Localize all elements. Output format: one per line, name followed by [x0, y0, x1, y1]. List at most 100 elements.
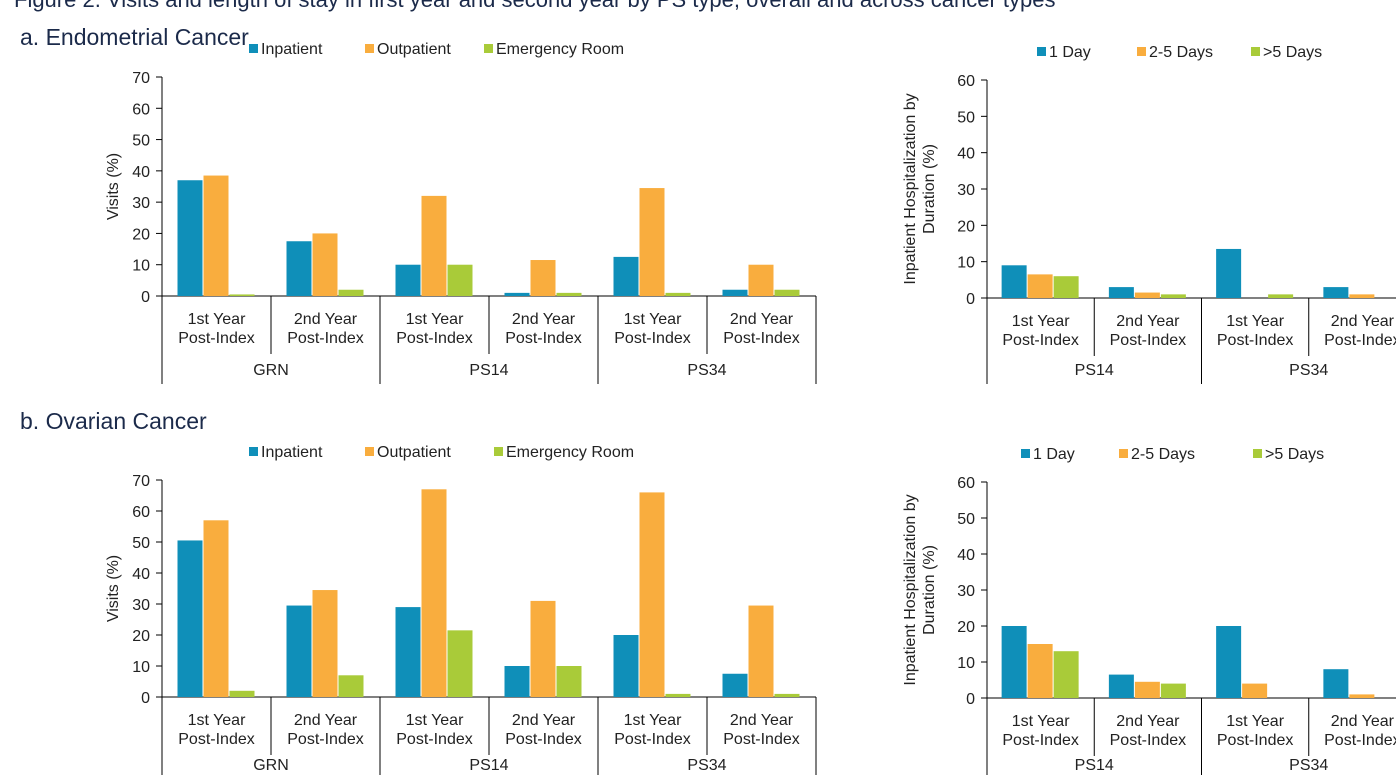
- x-category-label-line2: Post-Index: [1217, 332, 1293, 349]
- x-category-label-line2: Post-Index: [1324, 732, 1396, 749]
- bar: [1001, 265, 1027, 298]
- bar: [556, 666, 582, 697]
- legend-label: Inpatient: [261, 444, 323, 461]
- legend-swatch: [249, 447, 258, 456]
- x-category-label-line1: 1st Year: [406, 712, 465, 729]
- x-category-label-line2: Post-Index: [1110, 732, 1186, 749]
- legend-label: Emergency Room: [496, 41, 624, 58]
- y-tick-label: 60: [957, 475, 975, 492]
- y-tick-label: 40: [957, 146, 975, 163]
- x-category-label-line2: Post-Index: [505, 731, 581, 748]
- bar: [395, 607, 421, 697]
- legend-swatch: [494, 447, 503, 456]
- x-category-label-line2: Post-Index: [614, 731, 690, 748]
- bar: [1160, 683, 1186, 698]
- y-tick-label: 30: [132, 597, 150, 614]
- y-tick-label: 20: [132, 226, 150, 243]
- x-category-label-line2: Post-Index: [723, 330, 799, 347]
- x-group-label: PS14: [1075, 362, 1114, 379]
- y-tick-label: 20: [957, 218, 975, 235]
- x-category-label-line2: Post-Index: [1324, 332, 1396, 349]
- y-tick-label: 60: [132, 504, 150, 521]
- bar: [338, 675, 364, 697]
- x-category-label-line1: 2nd Year: [294, 311, 358, 328]
- x-group-label: GRN: [253, 757, 289, 774]
- bar: [530, 260, 556, 296]
- section-title-ovarian: b. Ovarian Cancer: [20, 408, 207, 434]
- x-category-label-line1: 2nd Year: [1331, 313, 1395, 330]
- y-tick-label: 60: [132, 101, 150, 118]
- y-axis-title-line: Duration (%): [921, 144, 938, 234]
- x-category-label-line1: 2nd Year: [512, 712, 576, 729]
- y-axis-title: Visits (%): [105, 555, 122, 622]
- y-tick-label: 50: [132, 535, 150, 552]
- bar: [613, 635, 639, 697]
- bar: [1349, 694, 1375, 698]
- bar: [1134, 292, 1160, 298]
- legend-swatch: [1251, 47, 1260, 56]
- x-category-label-line2: Post-Index: [396, 731, 472, 748]
- bar: [1349, 294, 1375, 298]
- legend-swatch: [1021, 449, 1030, 458]
- x-category-label-line1: 2nd Year: [512, 311, 576, 328]
- bar: [722, 673, 748, 697]
- y-tick-label: 40: [132, 164, 150, 181]
- x-category-label-line2: Post-Index: [614, 330, 690, 347]
- bar: [665, 292, 691, 296]
- bar: [774, 289, 800, 296]
- bar: [639, 492, 665, 697]
- bar: [286, 241, 312, 296]
- x-category-label-line2: Post-Index: [287, 731, 363, 748]
- legend-swatch: [1253, 449, 1262, 458]
- bar: [504, 666, 530, 697]
- x-category-label-line2: Post-Index: [178, 731, 254, 748]
- bar: [1053, 276, 1079, 298]
- legend-label: >5 Days: [1265, 446, 1324, 463]
- y-tick-label: 10: [132, 659, 150, 676]
- x-category-label-line1: 2nd Year: [730, 311, 794, 328]
- x-group-label: GRN: [253, 362, 289, 379]
- bar: [1001, 626, 1027, 698]
- legend-label: 2-5 Days: [1131, 446, 1195, 463]
- y-tick-label: 50: [132, 133, 150, 150]
- bar: [1268, 294, 1294, 298]
- bar: [229, 690, 255, 697]
- x-category-label-line1: 1st Year: [1012, 713, 1071, 730]
- y-tick-label: 0: [141, 690, 150, 707]
- x-category-label-line2: Post-Index: [287, 330, 363, 347]
- bar: [229, 294, 255, 296]
- y-tick-label: 30: [957, 583, 975, 600]
- legend-swatch: [1119, 449, 1128, 458]
- bar: [1323, 669, 1349, 698]
- bar: [1108, 287, 1134, 298]
- bar: [1242, 683, 1268, 698]
- legend-swatch: [484, 44, 493, 53]
- bar: [1216, 248, 1242, 298]
- y-tick-label: 30: [957, 182, 975, 199]
- x-category-label-line1: 2nd Year: [1331, 713, 1395, 730]
- bar: [556, 292, 582, 296]
- x-category-label-line2: Post-Index: [1002, 332, 1078, 349]
- x-category-label-line2: Post-Index: [505, 330, 581, 347]
- bar: [530, 600, 556, 697]
- x-category-label-line1: 1st Year: [624, 712, 683, 729]
- bar: [447, 264, 473, 296]
- x-category-label-line1: 1st Year: [624, 311, 683, 328]
- y-axis-title-line: Inpatient Hospitalization by: [902, 494, 919, 685]
- legend-label: >5 Days: [1263, 44, 1322, 61]
- bar: [1323, 287, 1349, 298]
- bar: [1027, 644, 1053, 698]
- x-category-label-line1: 1st Year: [1012, 313, 1071, 330]
- bar: [203, 520, 229, 697]
- x-category-label-line2: Post-Index: [1002, 732, 1078, 749]
- x-group-label: PS34: [1289, 362, 1328, 379]
- x-category-label-line2: Post-Index: [1110, 332, 1186, 349]
- y-axis-title: Inpatient Hospitalization by Duration (%): [902, 494, 938, 685]
- y-tick-label: 10: [957, 655, 975, 672]
- bar: [748, 264, 774, 296]
- x-category-label-line1: 2nd Year: [730, 712, 794, 729]
- x-category-label-line1: 1st Year: [188, 311, 247, 328]
- y-tick-label: 20: [132, 628, 150, 645]
